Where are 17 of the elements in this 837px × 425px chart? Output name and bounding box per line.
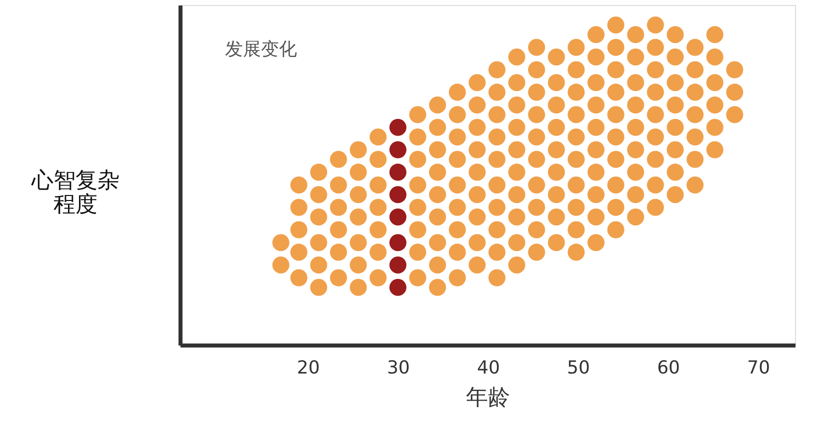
point [389, 256, 406, 274]
annotation: 发展变化 [225, 39, 297, 60]
x-tick-label: 60 [657, 358, 680, 378]
point [389, 186, 406, 204]
point [389, 278, 406, 296]
x-tick-label: 40 [476, 358, 500, 378]
point [389, 234, 406, 252]
x-tick-label: 70 [747, 358, 770, 378]
x-tick-label: 20 [296, 358, 320, 378]
y-axis-title: 心智复杂程度 [30, 168, 120, 218]
point [389, 141, 406, 158]
point [389, 118, 406, 136]
x-axis-title: 年龄 [466, 386, 510, 410]
x-tick-label: 50 [567, 358, 590, 378]
x-tick-label: 30 [386, 358, 410, 378]
point [389, 208, 406, 226]
point [389, 164, 406, 181]
